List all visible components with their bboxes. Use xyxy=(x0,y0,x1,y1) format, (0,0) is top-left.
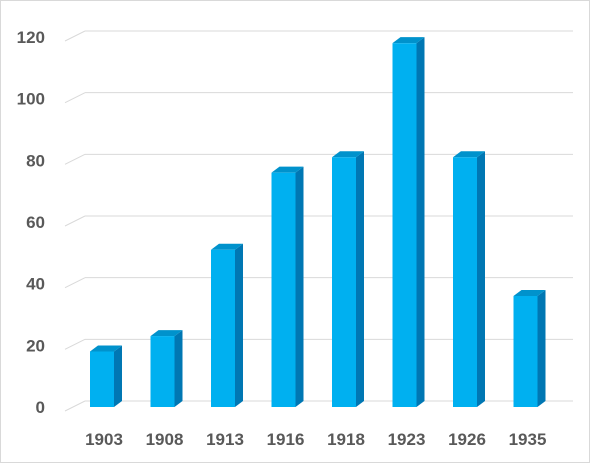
bar-1916 xyxy=(271,166,304,407)
bar-1935 xyxy=(513,290,546,407)
bar-1913 xyxy=(211,243,243,407)
bar-1923 xyxy=(392,37,425,408)
gridline-20 xyxy=(64,338,573,350)
bar-side-face xyxy=(477,151,485,407)
gridlines xyxy=(64,30,573,412)
bar-side-face xyxy=(174,330,183,407)
gridline-depth xyxy=(64,277,86,289)
y-axis-tick-labels: 0 20 40 60 80 100 120 xyxy=(17,28,45,417)
bar-front-face xyxy=(392,43,417,408)
bar-front-face xyxy=(271,172,296,407)
bar-top-face xyxy=(90,345,122,352)
bar-top-face xyxy=(271,166,304,173)
bar-front-face xyxy=(150,336,175,407)
x-tick-label: 1918 xyxy=(327,430,365,449)
bar-side-face xyxy=(356,151,364,407)
bar-top-face xyxy=(211,243,243,250)
gridline-0 xyxy=(64,400,573,412)
bar-side-face xyxy=(235,243,243,407)
gridline-depth xyxy=(64,338,86,350)
bar-front-face xyxy=(332,157,356,407)
bar-1926 xyxy=(453,151,485,407)
gridline-depth xyxy=(64,92,86,104)
bar-top-face xyxy=(150,330,183,337)
y-tick-label: 100 xyxy=(17,90,45,109)
gridline-80 xyxy=(64,153,573,165)
bar-front-face xyxy=(90,351,114,407)
bar-side-face xyxy=(114,345,122,407)
gridline-depth xyxy=(64,153,86,165)
y-tick-label: 60 xyxy=(26,213,45,232)
gridline-depth xyxy=(64,400,86,412)
bars xyxy=(90,37,546,408)
y-tick-label: 120 xyxy=(17,28,45,47)
x-tick-label: 1913 xyxy=(206,430,244,449)
bar-1903 xyxy=(90,345,122,407)
x-tick-label: 1923 xyxy=(388,430,426,449)
x-axis-tick-labels: 1903 1908 1913 1916 1918 1923 1926 1935 xyxy=(85,430,546,449)
bar-side-face xyxy=(416,37,425,408)
gridline-depth xyxy=(64,215,86,227)
bar-1918 xyxy=(332,151,364,407)
bar-front-face xyxy=(513,296,538,407)
bar-top-face xyxy=(332,151,364,158)
bar-side-face xyxy=(295,166,304,407)
gridline-120 xyxy=(64,30,573,42)
y-tick-label: 20 xyxy=(26,336,45,355)
x-tick-label: 1926 xyxy=(448,430,486,449)
y-tick-label: 80 xyxy=(26,151,45,170)
x-tick-label: 1916 xyxy=(267,430,305,449)
x-tick-label: 1935 xyxy=(509,430,547,449)
gridline-60 xyxy=(64,215,573,227)
y-tick-label: 0 xyxy=(36,398,45,417)
bar-top-face xyxy=(392,37,425,44)
gridline-100 xyxy=(64,92,573,104)
bar-front-face xyxy=(453,157,477,407)
x-tick-label: 1908 xyxy=(146,430,184,449)
bar-front-face xyxy=(211,249,235,407)
gridline-40 xyxy=(64,277,573,289)
bar-top-face xyxy=(513,290,546,296)
x-tick-label: 1903 xyxy=(85,430,123,449)
y-tick-label: 40 xyxy=(26,275,45,294)
bar-side-face xyxy=(537,290,546,407)
bar-top-face xyxy=(453,151,485,158)
gridline-depth xyxy=(64,30,86,42)
bar-1908 xyxy=(150,330,183,407)
